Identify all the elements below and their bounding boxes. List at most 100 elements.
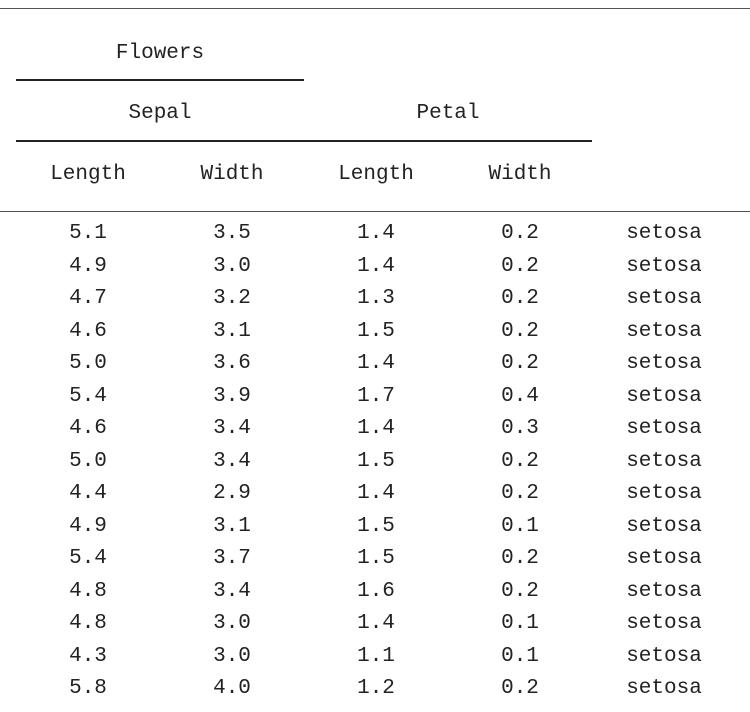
table-row: 4.6 3.1 1.5 0.2 setosa: [0, 320, 750, 353]
table-cell: 1.5: [357, 547, 395, 570]
spanner-flowers: Flowers: [115, 42, 205, 65]
table-cell: 4.8: [69, 612, 107, 635]
spanner-flowers-underline: [16, 79, 304, 81]
table-cell: 4.7: [69, 287, 107, 310]
table-cell: 3.5: [213, 222, 251, 245]
table-cell: 0.2: [501, 482, 539, 505]
column-header: Length: [338, 163, 414, 186]
table-row: 5.4 3.9 1.7 0.4 setosa: [0, 385, 750, 418]
table-cell: 1.2: [357, 677, 395, 700]
table-cell: setosa: [626, 222, 702, 245]
table-row: 5.0 3.6 1.4 0.2 setosa: [0, 352, 750, 385]
table-cell: setosa: [626, 449, 702, 473]
table-cell: 0.3: [501, 417, 539, 440]
table-cell: setosa: [626, 579, 702, 603]
table-row: 4.6 3.4 1.4 0.3 setosa: [0, 417, 750, 450]
table-cell: 3.1: [213, 514, 251, 538]
spanner-groups-underline: [16, 140, 592, 142]
table-cell: setosa: [626, 644, 702, 668]
table-row: 4.3 3.0 1.1 0.1 setosa: [0, 645, 750, 678]
table-cell: 0.2: [501, 449, 539, 473]
table-cell: setosa: [626, 514, 702, 538]
table-cell: 1.4: [357, 352, 395, 375]
table-cell: setosa: [626, 482, 702, 505]
table-cell: setosa: [626, 547, 702, 570]
table-row: 5.4 3.7 1.5 0.2 setosa: [0, 547, 750, 580]
table-cell: 4.3: [69, 644, 107, 668]
table-cell: setosa: [626, 677, 702, 700]
table-cell: setosa: [626, 254, 702, 278]
table-cell: 0.2: [501, 352, 539, 375]
table-cell: 0.2: [501, 579, 539, 603]
table-cell: 3.4: [213, 417, 251, 440]
table-cell: 0.2: [501, 677, 539, 700]
table-row: 4.9 3.0 1.4 0.2 setosa: [0, 255, 750, 288]
table-cell: 5.8: [69, 677, 107, 700]
table-cell: setosa: [626, 384, 702, 408]
table-row: 4.8 3.0 1.4 0.1 setosa: [0, 612, 750, 645]
table-cell: setosa: [626, 352, 702, 375]
table-cell: 5.4: [69, 384, 107, 408]
table-cell: setosa: [626, 319, 702, 343]
table-cell: 0.1: [501, 612, 539, 635]
column-header: Width: [200, 163, 264, 186]
header-bottom-rule: [0, 211, 750, 212]
table-cell: 3.2: [213, 287, 251, 310]
table-row: 5.1 3.5 1.4 0.2 setosa: [0, 222, 750, 255]
table-cell: 0.2: [501, 254, 539, 278]
table-cell: 5.4: [69, 547, 107, 570]
table-cell: 3.0: [213, 612, 251, 635]
table-cell: 0.1: [501, 644, 539, 668]
table-cell: 1.1: [357, 644, 395, 668]
table-cell: 1.6: [357, 579, 395, 603]
table-cell: 4.4: [69, 482, 107, 505]
table-cell: 3.6: [213, 352, 251, 375]
table-cell: 3.7: [213, 547, 251, 570]
table-cell: 5.1: [69, 222, 107, 245]
table-cell: setosa: [626, 417, 702, 440]
table-cell: setosa: [626, 287, 702, 310]
table-body: 5.1 3.5 1.4 0.2 setosa 4.9 3.0 1.4 0.2 setosa 4.7 3…: [0, 222, 750, 710]
table-cell: 1.4: [357, 482, 395, 505]
table-cell: 4.8: [69, 579, 107, 603]
table-cell: 1.3: [357, 287, 395, 310]
table-cell: 1.5: [357, 319, 395, 343]
table-top-rule: [0, 8, 750, 9]
table-cell: 1.5: [357, 514, 395, 538]
table-cell: 1.4: [357, 612, 395, 635]
table-cell: 5.0: [69, 449, 107, 473]
table-cell: 3.0: [213, 254, 251, 278]
spanner-petal: Petal: [416, 102, 480, 125]
table-row: 5.8 4.0 1.2 0.2 setosa: [0, 677, 750, 710]
spanner-sepal: Sepal: [128, 102, 192, 125]
table-cell: 1.7: [357, 384, 395, 408]
table-cell: 1.4: [357, 222, 395, 245]
table-cell: setosa: [626, 612, 702, 635]
table-cell: 5.0: [69, 352, 107, 375]
table-cell: 3.1: [213, 319, 251, 343]
column-header: Width: [488, 163, 552, 186]
table-cell: 0.2: [501, 319, 539, 343]
table-row: 5.0 3.4 1.5 0.2 setosa: [0, 450, 750, 483]
table-cell: 1.4: [357, 417, 395, 440]
table-cell: 3.4: [213, 579, 251, 603]
table-cell: 0.2: [501, 222, 539, 245]
table-row: 4.8 3.4 1.6 0.2 setosa: [0, 580, 750, 613]
column-header: Length: [50, 163, 126, 186]
table-row: 4.7 3.2 1.3 0.2 setosa: [0, 287, 750, 320]
table-cell: 0.2: [501, 287, 539, 310]
table-cell: 0.4: [501, 384, 539, 408]
table-cell: 0.2: [501, 547, 539, 570]
table-cell: 4.0: [213, 677, 251, 700]
table-cell: 0.1: [501, 514, 539, 538]
table-cell: 4.6: [69, 319, 107, 343]
table-row: 4.4 2.9 1.4 0.2 setosa: [0, 482, 750, 515]
table-cell: 2.9: [213, 482, 251, 505]
table-cell: 1.5: [357, 449, 395, 473]
table-cell: 1.4: [357, 254, 395, 278]
table-cell: 4.9: [69, 514, 107, 538]
table-cell: 3.0: [213, 644, 251, 668]
table-cell: 3.9: [213, 384, 251, 408]
table-cell: 3.4: [213, 449, 251, 473]
table-cell: 4.6: [69, 417, 107, 440]
